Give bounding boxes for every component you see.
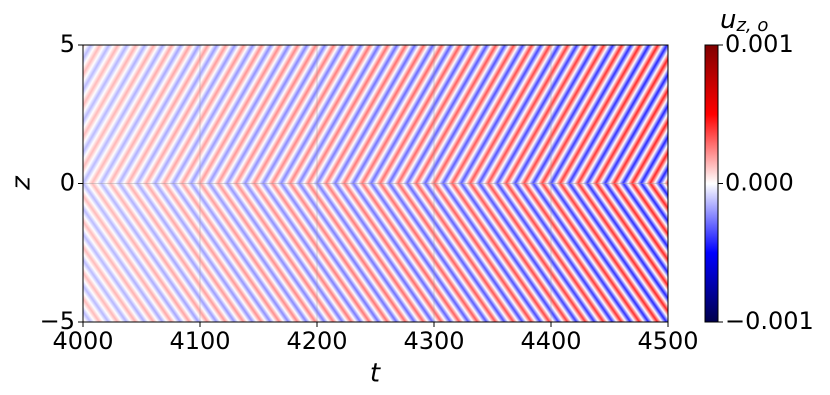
x-tick-label: 4000	[52, 327, 113, 355]
colorbar-tick-label: 0.000	[725, 169, 794, 197]
x-tick-label: 4400	[520, 327, 581, 355]
plot-frame	[82, 44, 669, 323]
x-tick-label: 4100	[169, 327, 230, 355]
colorbar-tick-label: −0.001	[725, 307, 814, 335]
colorbar-label: uz, o	[720, 5, 768, 37]
field	[83, 45, 668, 322]
y-tick-label: 5	[60, 30, 75, 58]
x-tick-label: 4300	[403, 327, 464, 355]
x-tick-label: 4200	[286, 327, 347, 355]
colorbar-tick-label: 0.001	[725, 30, 794, 58]
x-tick-label: 4500	[637, 327, 698, 355]
y-tick-label: −5	[40, 307, 75, 335]
colorbar	[704, 44, 719, 323]
y-axis-label: z	[7, 175, 37, 191]
x-axis-label: t	[370, 359, 381, 389]
y-tick-label: 0	[60, 169, 75, 197]
